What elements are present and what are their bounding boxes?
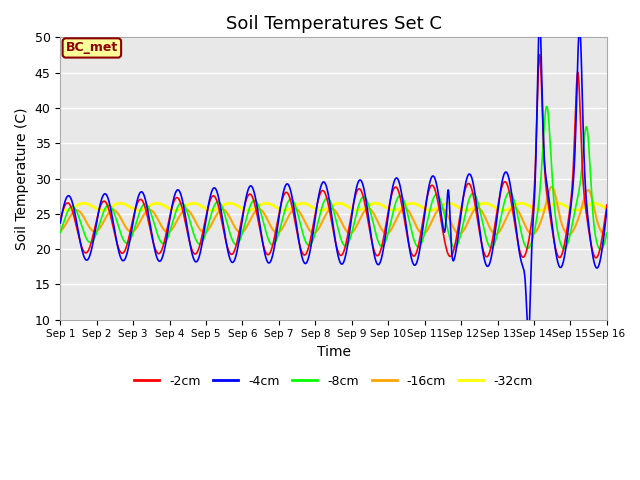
-8cm xyxy=(580,140,588,146)
-8cm xyxy=(315,216,323,221)
-4cm xyxy=(525,336,532,341)
-32cm xyxy=(472,204,479,210)
-16cm xyxy=(602,232,609,238)
-8cm xyxy=(543,104,550,109)
Title: Soil Temperatures Set C: Soil Temperatures Set C xyxy=(226,15,442,33)
X-axis label: Time: Time xyxy=(317,345,351,359)
-32cm xyxy=(316,207,323,213)
-2cm xyxy=(472,203,479,209)
Text: BC_met: BC_met xyxy=(66,41,118,54)
-8cm xyxy=(596,247,604,252)
-32cm xyxy=(603,206,611,212)
-4cm xyxy=(315,192,323,197)
-8cm xyxy=(573,197,581,203)
-8cm xyxy=(472,192,479,198)
Line: -16cm: -16cm xyxy=(60,187,607,235)
-4cm xyxy=(456,220,464,226)
-32cm xyxy=(56,206,64,212)
-32cm xyxy=(590,200,598,206)
-8cm xyxy=(56,229,64,235)
-32cm xyxy=(62,207,70,213)
-32cm xyxy=(456,205,464,211)
-2cm xyxy=(603,202,611,208)
Line: -2cm: -2cm xyxy=(60,55,607,258)
Line: -4cm: -4cm xyxy=(60,20,607,338)
-2cm xyxy=(536,52,543,58)
Line: -32cm: -32cm xyxy=(60,203,607,210)
-32cm xyxy=(580,204,588,210)
-2cm xyxy=(580,191,588,196)
-16cm xyxy=(573,219,581,225)
-16cm xyxy=(456,231,464,237)
Y-axis label: Soil Temperature (C): Soil Temperature (C) xyxy=(15,108,29,250)
Line: -8cm: -8cm xyxy=(60,107,607,250)
-4cm xyxy=(56,220,64,226)
-8cm xyxy=(456,235,464,241)
-4cm xyxy=(242,195,250,201)
-4cm xyxy=(536,17,543,23)
-32cm xyxy=(243,207,250,213)
-2cm xyxy=(242,198,250,204)
-4cm xyxy=(573,72,581,78)
-16cm xyxy=(603,231,611,237)
-16cm xyxy=(315,225,323,231)
-2cm xyxy=(573,72,581,78)
-32cm xyxy=(573,207,581,213)
-16cm xyxy=(56,228,64,234)
-8cm xyxy=(603,230,611,236)
-8cm xyxy=(242,217,250,223)
-16cm xyxy=(548,184,556,190)
-16cm xyxy=(472,206,479,212)
-2cm xyxy=(456,214,464,220)
-2cm xyxy=(56,217,64,223)
Legend: -2cm, -4cm, -8cm, -16cm, -32cm: -2cm, -4cm, -8cm, -16cm, -32cm xyxy=(129,370,538,393)
-4cm xyxy=(472,193,479,199)
-2cm xyxy=(315,194,323,200)
-16cm xyxy=(580,196,588,202)
-2cm xyxy=(592,255,600,261)
-16cm xyxy=(242,225,250,231)
-4cm xyxy=(603,206,611,212)
-4cm xyxy=(580,155,588,160)
